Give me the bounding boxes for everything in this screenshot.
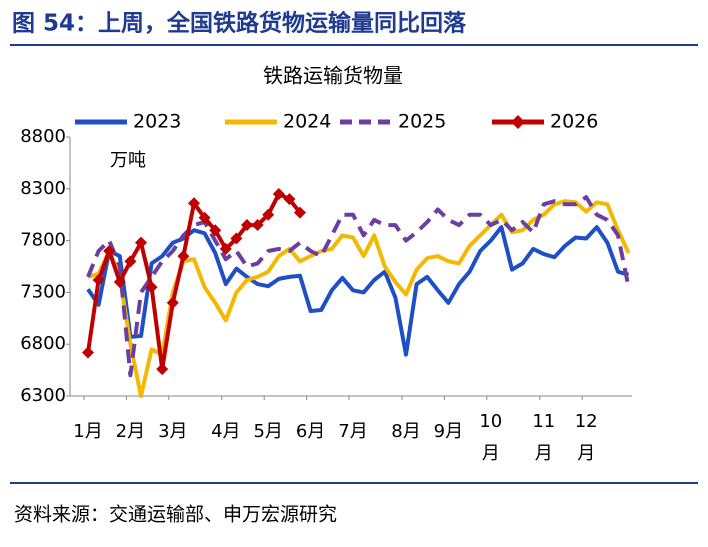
- y-tick-label: 7800: [20, 230, 66, 251]
- y-tick-label: 8800: [20, 126, 66, 147]
- point-marker: [156, 363, 169, 376]
- point-marker: [188, 197, 200, 210]
- legend-label: 2024: [283, 111, 331, 133]
- point-marker: [177, 250, 190, 263]
- legend-label: 2023: [133, 111, 181, 133]
- x-tick-label: 1月: [73, 421, 102, 442]
- point-marker: [166, 296, 179, 309]
- series-line: [87, 199, 631, 398]
- point-marker: [294, 206, 306, 219]
- figure-title: 图 54：上周，全国铁路货物运输量同比回落: [12, 10, 467, 37]
- point-marker: [124, 255, 137, 268]
- point-marker: [135, 236, 147, 249]
- point-marker: [198, 211, 211, 224]
- x-tick-label: 12 月: [575, 411, 598, 464]
- point-marker: [82, 346, 94, 359]
- y-unit: 万吨: [110, 150, 146, 171]
- x-tick-label: 11 月: [532, 411, 555, 464]
- legend-marker: [511, 115, 525, 129]
- point-marker: [209, 224, 222, 237]
- point-marker: [262, 208, 275, 221]
- point-marker: [219, 242, 232, 255]
- x-tick-label: 10 月: [479, 411, 502, 464]
- point-marker: [103, 244, 116, 257]
- point-marker: [251, 219, 264, 232]
- legend-label: 2026: [550, 111, 598, 133]
- point-marker: [230, 232, 243, 245]
- series-line: [86, 225, 630, 357]
- x-tick-label: 7月: [338, 421, 367, 442]
- legend-label: 2025: [398, 111, 446, 133]
- point-marker: [145, 281, 158, 294]
- x-tick-label: 5月: [253, 421, 282, 442]
- point-marker: [241, 219, 253, 232]
- point-marker: [283, 193, 296, 206]
- y-tick-label: 8300: [20, 178, 66, 199]
- x-tick-label: 2月: [116, 421, 145, 442]
- y-tick-label: 6300: [20, 385, 66, 406]
- point-marker: [113, 276, 126, 289]
- x-tick-label: 9月: [434, 421, 463, 442]
- x-tick-label: 3月: [158, 421, 187, 442]
- x-tick-label: 8月: [391, 421, 420, 442]
- point-marker: [92, 273, 105, 286]
- chart-title: 铁路运输货物量: [263, 64, 403, 88]
- y-tick-label: 7300: [20, 281, 66, 302]
- y-tick-label: 6800: [20, 333, 66, 354]
- source-note: 资料来源：交通运输部、申万宏源研究: [14, 504, 337, 526]
- series-line: [86, 195, 631, 378]
- point-marker: [272, 187, 285, 200]
- x-tick-label: 6月: [296, 421, 325, 442]
- x-tick-label: 4月: [211, 421, 240, 442]
